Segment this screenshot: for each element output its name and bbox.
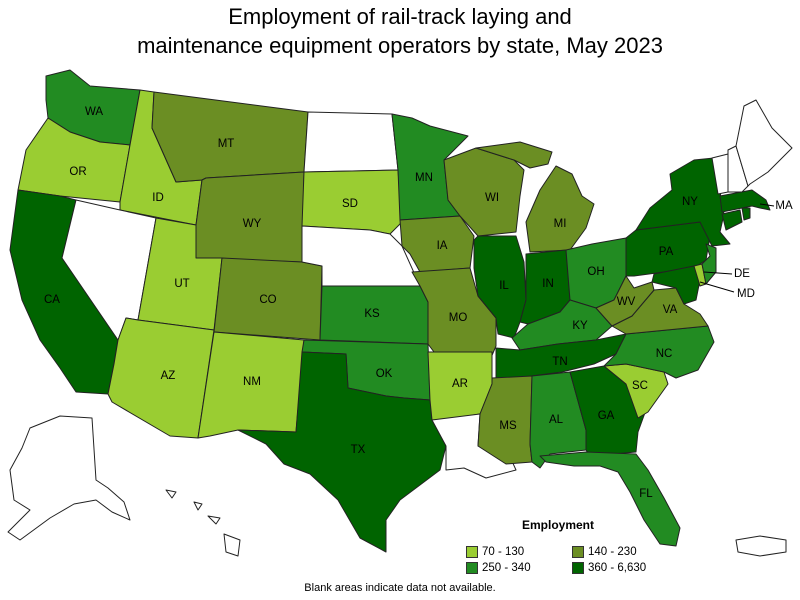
callout-line-MA xyxy=(759,203,775,207)
label-OR: OR xyxy=(69,166,86,178)
map-title: Employment of rail-track laying and main… xyxy=(0,2,800,60)
state-MA[interactable] xyxy=(719,189,771,213)
state-AK[interactable] xyxy=(7,415,131,541)
legend-item-2: 140 - 230 xyxy=(572,546,637,558)
legend-swatch-2 xyxy=(572,546,584,558)
label-WY: WY xyxy=(243,218,262,230)
map-title-line-1: Employment of rail-track laying and xyxy=(228,4,572,29)
state-TX[interactable] xyxy=(237,351,447,553)
label-ID: ID xyxy=(152,192,164,204)
label-IN: IN xyxy=(542,278,554,290)
label-TX: TX xyxy=(351,444,366,456)
legend-label-1: 70 - 130 xyxy=(482,546,525,558)
state-ND[interactable] xyxy=(303,111,399,173)
state-FL[interactable] xyxy=(539,451,681,547)
legend-swatch-4 xyxy=(572,562,584,574)
label-NC: NC xyxy=(656,348,673,360)
label-AZ: AZ xyxy=(161,370,176,382)
state-MI[interactable] xyxy=(475,141,595,253)
state-ME[interactable] xyxy=(735,99,793,187)
label-IA: IA xyxy=(437,240,448,252)
label-KY: KY xyxy=(572,320,588,332)
legend-item-3: 250 - 340 xyxy=(466,562,531,574)
label-MD: MD xyxy=(737,288,755,300)
label-CO: CO xyxy=(259,294,276,306)
legend-swatch-3 xyxy=(466,562,478,574)
state-RI[interactable] xyxy=(741,207,751,221)
legend-title: Employment xyxy=(522,518,595,532)
label-FL: FL xyxy=(639,488,653,500)
label-MT: MT xyxy=(218,138,235,150)
label-OH: OH xyxy=(587,266,604,278)
callout-line-MD xyxy=(699,281,735,293)
label-MA: MA xyxy=(775,200,793,212)
label-KS: KS xyxy=(364,308,380,320)
label-MO: MO xyxy=(449,312,468,324)
legend-item-4: 360 - 6,630 xyxy=(572,562,646,574)
label-NM: NM xyxy=(243,376,261,388)
legend-label-2: 140 - 230 xyxy=(588,546,637,558)
state-NH[interactable] xyxy=(727,145,749,193)
state-HI[interactable] xyxy=(165,489,241,557)
state-MD[interactable] xyxy=(651,265,701,305)
state-MT[interactable] xyxy=(151,91,309,183)
callout-line-DE xyxy=(703,271,733,275)
label-TN: TN xyxy=(552,356,567,368)
label-WA: WA xyxy=(85,106,103,118)
label-WI: WI xyxy=(485,192,499,204)
label-AR: AR xyxy=(452,378,468,390)
label-OK: OK xyxy=(376,368,393,380)
label-UT: UT xyxy=(174,278,189,290)
label-MN: MN xyxy=(415,172,433,184)
state-WY[interactable] xyxy=(195,171,305,263)
map-title-line-2: maintenance equipment operators by state… xyxy=(137,33,663,58)
label-SD: SD xyxy=(342,198,358,210)
label-DE: DE xyxy=(734,268,750,280)
label-NY: NY xyxy=(682,196,698,208)
footnote: Blank areas indicate data not available. xyxy=(304,582,496,594)
legend-label-3: 250 - 340 xyxy=(482,562,531,574)
state-CT[interactable] xyxy=(721,209,743,231)
legend-label-4: 360 - 6,630 xyxy=(588,562,647,574)
label-MI: MI xyxy=(554,218,567,230)
label-WV: WV xyxy=(617,296,636,308)
state-IL[interactable] xyxy=(473,235,527,339)
label-CA: CA xyxy=(44,294,60,306)
label-GA: GA xyxy=(598,410,615,422)
legend-item-1: 70 - 130 xyxy=(466,546,524,558)
state-NC[interactable] xyxy=(603,325,715,379)
label-VA: VA xyxy=(663,304,678,316)
legend-swatch-1 xyxy=(466,546,478,558)
label-MS: MS xyxy=(499,420,517,432)
label-PA: PA xyxy=(659,246,674,258)
label-AL: AL xyxy=(549,414,564,426)
territory-PR[interactable] xyxy=(735,535,787,557)
label-SC: SC xyxy=(632,380,648,392)
label-IL: IL xyxy=(499,280,509,292)
